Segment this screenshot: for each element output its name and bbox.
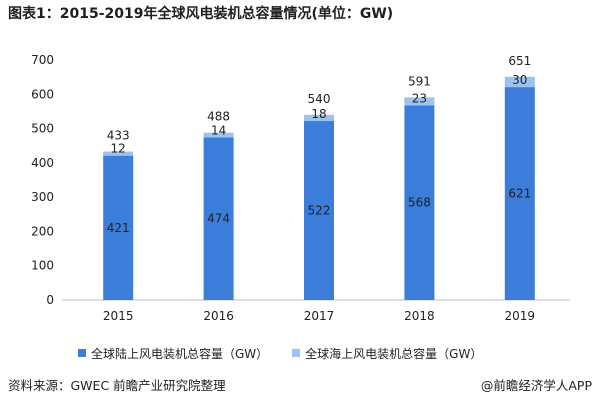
legend-item-offshore: 全球海上风电装机总容量（GW） <box>292 345 482 362</box>
legend-item-onshore: 全球陆上风电装机总容量（GW） <box>78 345 268 362</box>
brand-credit: @前瞻经济学人APP <box>480 377 592 393</box>
data-label-total: 591 <box>408 74 431 88</box>
data-label-onshore: 522 <box>308 204 331 218</box>
data-label-total: 488 <box>207 110 230 124</box>
x-tick-label: 2015 <box>103 309 134 323</box>
bar-offshore <box>203 132 234 138</box>
y-tick-label: 500 <box>31 122 54 136</box>
x-tick-label: 2016 <box>203 309 234 323</box>
data-label-total: 540 <box>308 92 331 106</box>
data-label-onshore: 421 <box>107 221 130 235</box>
y-tick-label: 100 <box>31 259 54 273</box>
data-label-offshore: 12 <box>111 142 126 156</box>
y-tick-label: 700 <box>31 53 54 67</box>
data-label-total: 433 <box>107 129 130 143</box>
data-label-offshore: 18 <box>311 107 326 121</box>
bar-onshore <box>203 137 234 300</box>
chart-area: 0 100 200 300 400 500 600 700 421 12 433 2015 474 14 4… <box>0 30 600 340</box>
y-tick-label: 400 <box>31 156 54 170</box>
y-tick-label: 600 <box>31 87 54 101</box>
data-label-offshore: 14 <box>211 123 226 137</box>
data-label-onshore: 474 <box>207 212 230 226</box>
legend-label-onshore: 全球陆上风电装机总容量（GW） <box>91 346 269 361</box>
y-tick-label: 200 <box>31 224 54 238</box>
data-label-onshore: 621 <box>508 187 531 201</box>
data-label-onshore: 568 <box>408 196 431 210</box>
legend-label-offshore: 全球海上风电装机总容量（GW） <box>305 346 483 361</box>
bar-offshore <box>504 76 535 88</box>
bar-onshore <box>103 155 134 300</box>
bar-offshore <box>304 114 334 122</box>
data-label-total: 651 <box>508 54 531 68</box>
data-label-offshore: 23 <box>412 91 427 105</box>
source-note: 资料来源：GWEC 前瞻产业研究院整理 <box>8 377 226 393</box>
y-tick-label: 300 <box>31 190 54 204</box>
bar-onshore <box>304 121 334 301</box>
bar-onshore <box>504 87 535 300</box>
x-tick-label: 2017 <box>304 309 335 323</box>
x-tick-label: 2018 <box>404 309 435 323</box>
bar-offshore <box>404 97 435 106</box>
footer: 资料来源：GWEC 前瞻产业研究院整理 @前瞻经济学人APP <box>8 374 592 394</box>
bar-onshore <box>404 105 435 300</box>
legend-swatch-offshore <box>292 349 301 357</box>
legend-swatch-onshore <box>78 349 86 357</box>
x-tick-label: 2019 <box>505 309 536 323</box>
data-label-offshore: 30 <box>512 73 527 87</box>
bar-offshore <box>103 151 134 156</box>
y-tick-label: 0 <box>46 293 54 307</box>
chart-title: 图表1：2015-2019年全球风电装机总容量情况(单位：GW) <box>8 6 394 22</box>
legend: 全球陆上风电装机总容量（GW） 全球海上风电装机总容量（GW） <box>78 343 598 363</box>
